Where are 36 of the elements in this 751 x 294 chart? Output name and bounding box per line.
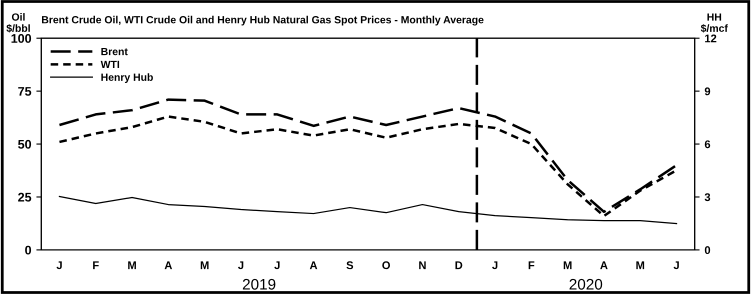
- x-tick-label: D: [455, 261, 462, 270]
- x-tick-label: O: [382, 261, 390, 270]
- y-tick-label: 50: [18, 140, 32, 149]
- y-tick-label: 100: [12, 34, 32, 43]
- x-tick-label: M: [128, 261, 136, 270]
- x-tick-label: A: [600, 261, 608, 270]
- x-tick-label: J: [238, 261, 244, 270]
- legend-label: WTI: [100, 60, 120, 68]
- y2-tick-label: 0: [704, 246, 710, 254]
- x-tick-label: M: [200, 261, 209, 270]
- x-tick-label: N: [419, 261, 426, 270]
- legend-label: Brent: [101, 48, 128, 56]
- x-tick-label: J: [492, 261, 498, 270]
- x-tick-label: J: [56, 261, 62, 270]
- legend-label: Henry Hub: [101, 73, 153, 83]
- y2-tick-label: 9: [704, 87, 710, 96]
- y2-tick-label: 12: [705, 34, 716, 42]
- x-tick-label: J: [274, 261, 280, 270]
- y-axis-title: Oil $/bbl: [6, 13, 30, 33]
- text: 2019: [242, 278, 276, 290]
- y-tick-label: 0: [25, 246, 32, 255]
- y2-tick-label: 6: [704, 140, 710, 148]
- x-tick-label: J: [674, 261, 679, 270]
- y2-axis-title: HH $/mcf: [700, 13, 728, 33]
- y-tick-label: 75: [18, 87, 32, 96]
- x-tick-label: F: [528, 261, 534, 270]
- x-tick-label: M: [564, 261, 572, 270]
- x-tick-label: M: [636, 261, 644, 270]
- x-tick-label: A: [164, 261, 172, 270]
- y2-tick-label: 3: [704, 193, 710, 202]
- x-tick-label: A: [310, 261, 318, 270]
- text: 2020: [570, 278, 602, 290]
- y-tick-label: 25: [18, 192, 32, 202]
- x-tick-label: S: [346, 261, 354, 270]
- chart-title: Brent Crude Oil, WTI Crude Oil and Henry Hub Natural Gas Spot Prices - Monthly Average: [42, 16, 484, 26]
- x-tick-label: F: [93, 261, 99, 270]
